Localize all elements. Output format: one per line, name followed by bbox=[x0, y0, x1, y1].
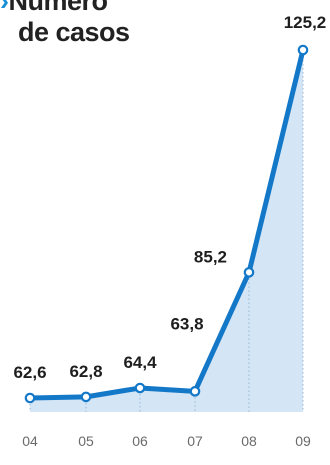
line-layer bbox=[27, 47, 306, 401]
x-tick-label-04: 04 bbox=[22, 433, 38, 449]
value-label-06: 64,4 bbox=[123, 353, 157, 372]
x-tick-label-07: 07 bbox=[187, 433, 203, 449]
label-layer: 62,6 62,8 64,4 63,8 85,2 125,2 bbox=[13, 13, 326, 382]
data-point-06 bbox=[134, 382, 146, 394]
title-marker-icon: › bbox=[0, 0, 9, 16]
x-tick-label-08: 08 bbox=[241, 433, 257, 449]
chart-title: ›Número de casos bbox=[0, 0, 130, 48]
tick-layer: 04 05 06 07 08 09 bbox=[22, 433, 311, 449]
x-tick-label-06: 06 bbox=[132, 433, 148, 449]
area-fill bbox=[30, 50, 303, 412]
title-line-2: de casos bbox=[18, 17, 130, 47]
data-point-07 bbox=[189, 386, 201, 397]
data-point-08 bbox=[243, 267, 255, 278]
x-tick-label-05: 05 bbox=[78, 433, 94, 449]
marker-layer bbox=[24, 44, 309, 404]
data-point-05 bbox=[80, 391, 92, 403]
value-label-08: 85,2 bbox=[194, 247, 227, 266]
data-point-09 bbox=[297, 44, 309, 56]
title-line-1: ›Número bbox=[0, 0, 130, 17]
guide-layer bbox=[29, 56, 304, 412]
value-label-05: 62,8 bbox=[69, 362, 102, 381]
area-layer bbox=[30, 50, 303, 412]
title-text-1: Número bbox=[8, 0, 109, 16]
x-tick-label-09: 09 bbox=[295, 433, 311, 449]
value-label-07: 63,8 bbox=[170, 314, 203, 333]
value-label-09: 125,2 bbox=[284, 13, 327, 32]
value-label-04: 62,6 bbox=[13, 363, 46, 382]
series-line bbox=[27, 47, 306, 401]
data-point-04 bbox=[24, 392, 36, 404]
